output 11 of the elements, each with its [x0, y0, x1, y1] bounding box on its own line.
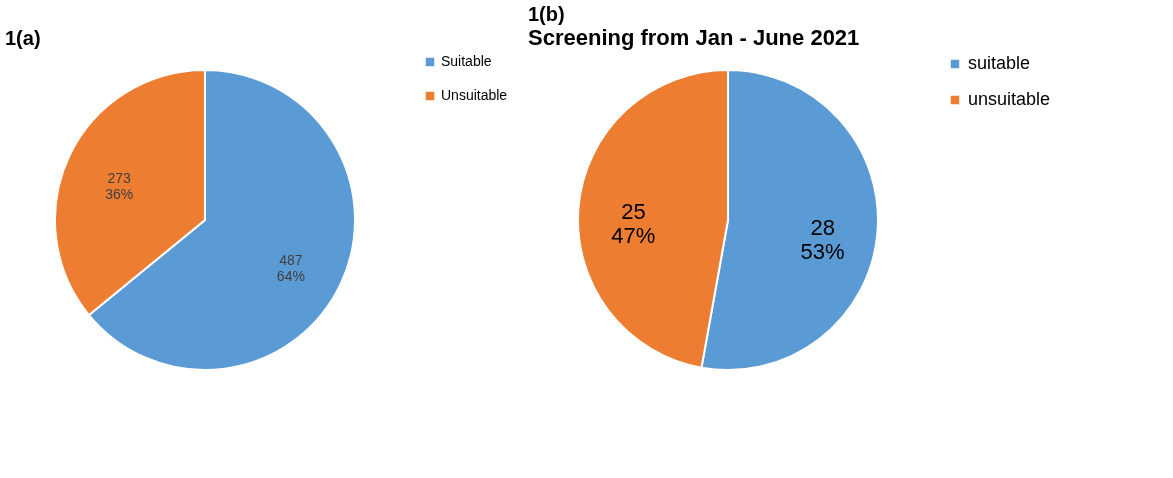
- data-label: 28 53%: [800, 215, 845, 265]
- legend-label: suitable: [968, 53, 1031, 73]
- legend-label: unsuitable: [968, 89, 1051, 109]
- data-label: 25 47%: [611, 198, 656, 248]
- legend-label: Unsuitable: [441, 87, 508, 103]
- data-label: 487 64%: [276, 251, 305, 284]
- chart-title: 1(b): [528, 3, 565, 25]
- data-label: 273 36%: [105, 170, 134, 203]
- chart-title: 1(a): [5, 27, 41, 49]
- chart-subtitle: Screening from Jan - June 2021: [528, 25, 860, 50]
- legend-label: Suitable: [441, 53, 492, 69]
